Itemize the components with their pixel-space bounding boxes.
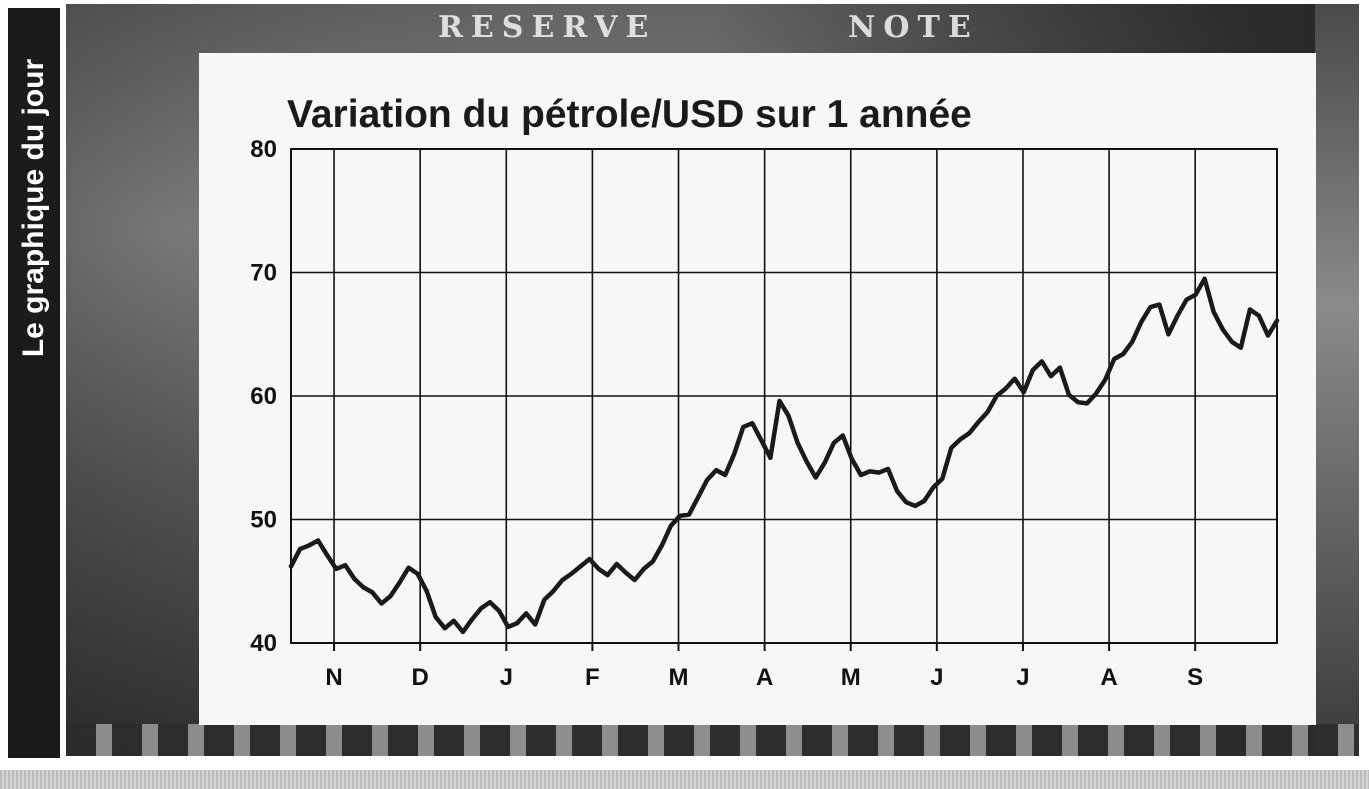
banknote-edge (1315, 4, 1359, 756)
x-tick-label: J (930, 664, 943, 691)
side-banner-label: Le graphique du jour (17, 58, 50, 358)
y-tick-label: 80 (250, 136, 277, 163)
x-tick-label: J (1016, 664, 1029, 691)
y-tick-label: 40 (250, 630, 277, 657)
x-tick-label: A (756, 664, 773, 691)
x-tick-label: F (585, 664, 600, 691)
x-tick-label: D (411, 664, 428, 691)
grid (290, 148, 1278, 644)
side-banner: Le graphique du jour (8, 8, 60, 758)
banknote-bottom-band (66, 724, 1359, 756)
chart-title: Variation du pétrole/USD sur 1 année (287, 93, 972, 136)
x-tick-label: A (1100, 664, 1117, 691)
banknote-lettering-left: RESERVE (438, 10, 657, 45)
series-layer (288, 276, 1280, 635)
x-tick-label: M (669, 664, 689, 691)
y-tick-label: 60 (250, 383, 277, 410)
y-axis-ticks: 40 50 60 70 80 (250, 136, 277, 657)
x-tick-label: S (1187, 664, 1203, 691)
y-tick-label: 50 (250, 507, 277, 534)
banknote-lettering-right: NOTE (848, 10, 979, 45)
y-tick-label: 70 (250, 260, 277, 287)
x-tick-label: J (500, 664, 513, 691)
x-tick-label: M (841, 664, 861, 691)
chart-panel: Variation du pétrole/USD sur 1 année 40 5… (199, 53, 1316, 725)
series-line-0 (288, 276, 1280, 635)
x-tick-label: N (325, 664, 342, 691)
page-footer-strip (0, 770, 1369, 789)
line-chart: 40 50 60 70 80 N D J F M A M J J A S (250, 136, 1280, 691)
